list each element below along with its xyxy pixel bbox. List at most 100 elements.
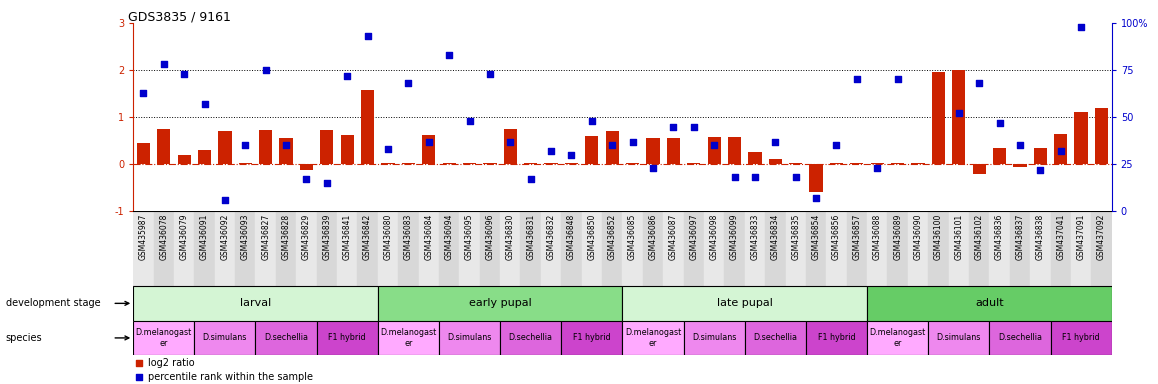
Point: [501, 139, 520, 145]
Text: GSM436098: GSM436098: [710, 214, 719, 260]
Bar: [929, 321, 989, 355]
Bar: [1010, 211, 1031, 286]
Point: [358, 33, 376, 39]
Bar: [276, 211, 296, 286]
Bar: [850, 163, 864, 164]
Point: [582, 118, 601, 124]
Text: GSM436834: GSM436834: [771, 214, 779, 260]
Text: GSM436856: GSM436856: [831, 214, 841, 260]
Bar: [195, 321, 256, 355]
Text: early pupal: early pupal: [469, 298, 532, 308]
Point: [665, 123, 683, 129]
Point: [154, 61, 173, 68]
Point: [130, 374, 148, 380]
Bar: [969, 211, 989, 286]
Text: D.sechellia: D.sechellia: [508, 333, 552, 343]
Bar: [235, 211, 256, 286]
Bar: [418, 211, 439, 286]
Text: GSM436099: GSM436099: [730, 214, 739, 260]
Bar: [867, 211, 887, 286]
Point: [725, 174, 743, 180]
Text: GSM436857: GSM436857: [852, 214, 862, 260]
Text: D.simulans: D.simulans: [692, 333, 736, 343]
Text: GSM436097: GSM436097: [689, 214, 698, 260]
Bar: [992, 148, 1006, 164]
Bar: [745, 211, 765, 286]
Bar: [643, 211, 664, 286]
Bar: [381, 163, 395, 164]
Text: GSM436088: GSM436088: [873, 214, 881, 260]
Point: [767, 139, 785, 145]
Text: larval: larval: [240, 298, 271, 308]
Point: [419, 139, 438, 145]
Bar: [785, 211, 806, 286]
Text: adult: adult: [975, 298, 1004, 308]
Bar: [973, 164, 985, 174]
Point: [298, 176, 316, 182]
Bar: [439, 211, 460, 286]
Text: GSM436839: GSM436839: [322, 214, 331, 260]
Bar: [745, 321, 806, 355]
Text: GSM436091: GSM436091: [200, 214, 210, 260]
Point: [705, 142, 724, 149]
Bar: [259, 130, 272, 164]
Bar: [316, 211, 337, 286]
Text: GSM436090: GSM436090: [914, 214, 923, 260]
Bar: [463, 163, 476, 164]
Bar: [177, 155, 191, 164]
Point: [623, 139, 642, 145]
Bar: [198, 150, 211, 164]
Text: GSM435987: GSM435987: [139, 214, 148, 260]
Bar: [623, 211, 643, 286]
Bar: [683, 211, 704, 286]
Bar: [765, 211, 785, 286]
Text: F1 hybrid: F1 hybrid: [818, 333, 856, 343]
Bar: [402, 163, 415, 164]
Text: GSM436850: GSM436850: [587, 214, 596, 260]
Text: GSM437091: GSM437091: [1077, 214, 1085, 260]
Point: [1072, 24, 1091, 30]
Bar: [1031, 211, 1050, 286]
Point: [684, 123, 703, 129]
Bar: [195, 211, 214, 286]
Bar: [1075, 113, 1087, 164]
Bar: [728, 137, 741, 164]
Point: [338, 73, 357, 79]
Point: [888, 76, 907, 83]
Point: [746, 174, 764, 180]
Bar: [725, 211, 745, 286]
Bar: [623, 286, 867, 321]
Bar: [361, 90, 374, 164]
Bar: [769, 159, 782, 164]
Text: GSM436078: GSM436078: [160, 214, 168, 260]
Bar: [358, 211, 378, 286]
Bar: [133, 211, 154, 286]
Text: D.sechellia: D.sechellia: [264, 333, 308, 343]
Text: GSM436092: GSM436092: [220, 214, 229, 260]
Bar: [137, 143, 151, 164]
Point: [848, 76, 866, 83]
Bar: [1050, 211, 1071, 286]
Point: [990, 120, 1009, 126]
Text: GSM436093: GSM436093: [241, 214, 250, 260]
Text: log2 ratio: log2 ratio: [148, 358, 195, 368]
Bar: [602, 211, 623, 286]
Bar: [948, 211, 969, 286]
Bar: [704, 211, 725, 286]
Text: GSM436095: GSM436095: [466, 214, 474, 260]
Bar: [809, 164, 822, 192]
Bar: [1094, 108, 1108, 164]
Text: F1 hybrid: F1 hybrid: [573, 333, 610, 343]
Text: GSM436830: GSM436830: [506, 214, 515, 260]
Bar: [337, 211, 358, 286]
Bar: [932, 73, 945, 164]
Bar: [154, 211, 174, 286]
Text: GSM436833: GSM436833: [750, 214, 760, 260]
Bar: [806, 211, 827, 286]
Bar: [562, 321, 623, 355]
Point: [868, 165, 887, 171]
Bar: [867, 286, 1112, 321]
Text: GSM436079: GSM436079: [179, 214, 189, 260]
Point: [460, 118, 478, 124]
Text: GDS3835 / 9161: GDS3835 / 9161: [129, 10, 232, 23]
